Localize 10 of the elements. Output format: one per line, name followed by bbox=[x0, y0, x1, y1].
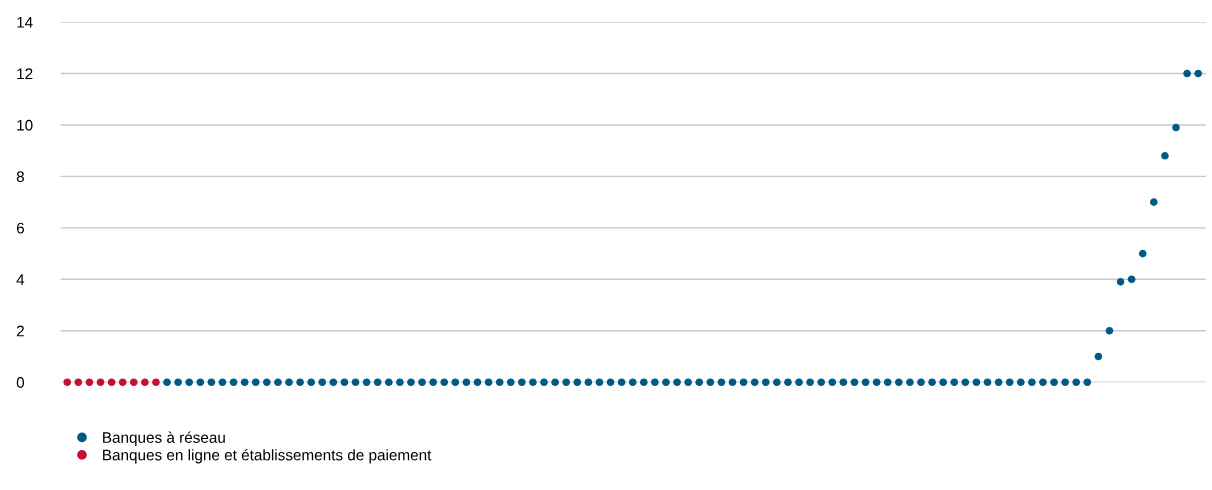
y-tick-label: 2 bbox=[16, 325, 24, 337]
y-tick-label: 6 bbox=[16, 222, 24, 234]
legend-label: Banques à réseau bbox=[103, 431, 225, 446]
y-tick-label: 4 bbox=[16, 274, 25, 285]
y-tick-label: 14 bbox=[17, 17, 33, 28]
y-tick-label: 0 bbox=[16, 377, 25, 388]
legend-label: Banques en ligne et établissements de paiement bbox=[103, 449, 432, 464]
y-tick-label: 10 bbox=[17, 119, 33, 131]
y-tick-label: 8 bbox=[16, 171, 24, 183]
y-tick-label: 12 bbox=[17, 68, 33, 80]
